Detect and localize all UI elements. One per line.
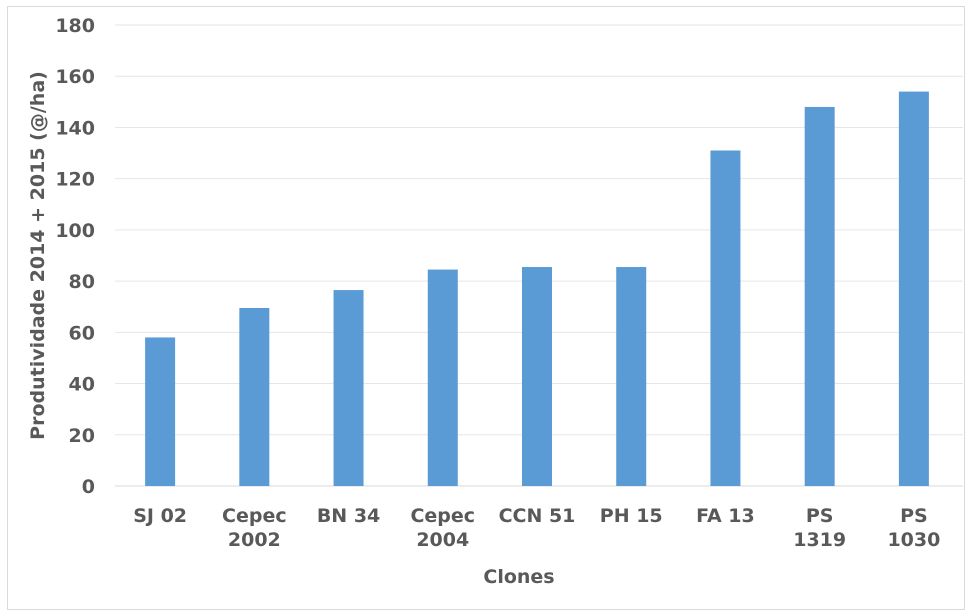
x-category-label: BN 34 [317,505,380,527]
bar [522,267,552,486]
x-category-label: PH 15 [600,505,663,527]
bar [898,91,929,486]
y-tick-label: 40 [69,374,95,396]
y-tick-label: 180 [55,15,95,37]
x-category-label: SJ 02 [133,505,187,527]
y-tick-label: 0 [82,476,95,498]
y-tick-label: 100 [55,220,95,242]
y-tick-label: 120 [55,169,95,191]
bar [145,337,176,486]
x-category-label: PS 1030 [887,505,940,551]
x-axis-categories: SJ 02 Cepec 2002 BN 34 Cepec 2004 CCN 51 PH 15 F… [133,505,940,551]
y-tick-label: 60 [69,322,95,344]
bar [616,267,647,486]
x-category-label: Cepec 2002 [222,505,287,551]
bar [710,150,741,486]
x-category-label: FA 13 [696,505,755,527]
y-tick-label: 20 [69,425,95,447]
y-tick-label: 140 [55,117,95,139]
y-axis-title: Produtividade 2014 + 2015 (@/ha) [27,71,49,440]
y-tick-label: 80 [69,271,95,293]
bar [239,308,270,486]
y-tick-label: 160 [55,66,95,88]
x-axis-title: Clones [483,566,554,588]
x-category-label: CCN 51 [499,505,576,527]
chart-frame [7,6,965,610]
bars [145,91,929,486]
bar [333,290,364,486]
bar [804,106,835,486]
x-category-label: Cepec 2004 [410,505,475,551]
bar [427,269,458,486]
x-category-label: PS 1319 [793,505,846,551]
y-axis-ticks: 0 20 40 60 80 100 120 140 160 180 [55,15,95,498]
